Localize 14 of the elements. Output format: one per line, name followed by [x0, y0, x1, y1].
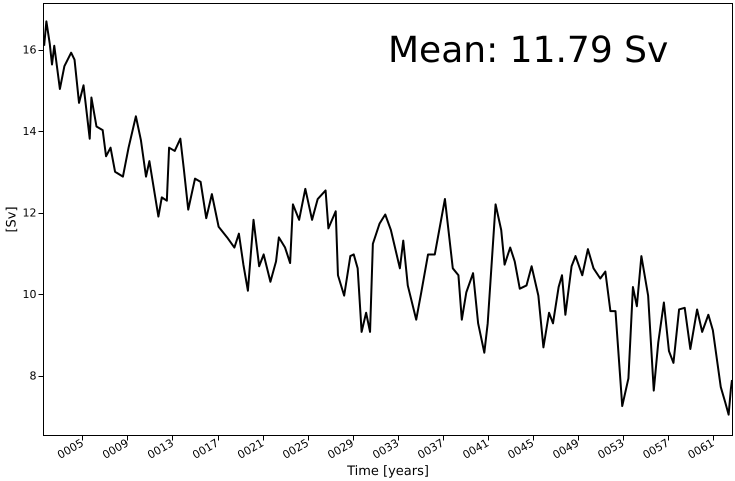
y-tick-label: 8	[30, 369, 36, 382]
x-tick-label: 0009	[100, 436, 131, 462]
y-tick-label: 12	[22, 206, 36, 220]
x-tick-label: 0029	[325, 436, 356, 462]
x-tick-label: 0061	[686, 436, 716, 462]
y-tick-label: 14	[22, 124, 36, 138]
y-tick-label: 16	[22, 43, 36, 56]
x-tick-label: 0041	[460, 436, 492, 462]
x-axis-title: Time [years]	[346, 464, 429, 479]
x-tick-label: 0021	[235, 436, 266, 462]
y-tick-label: 10	[22, 288, 36, 301]
x-tick-label: 0049	[550, 436, 582, 462]
y-axis-title: [Sv]	[4, 206, 20, 233]
annotation: Mean: 11.79 Sv	[388, 30, 668, 71]
